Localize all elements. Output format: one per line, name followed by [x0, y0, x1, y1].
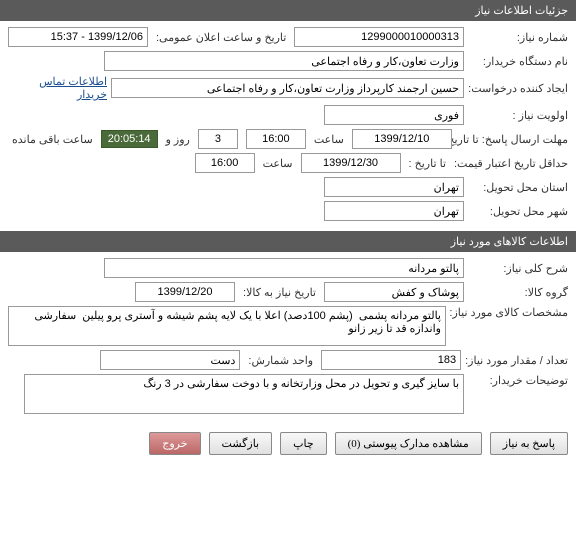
delivery-province-field[interactable]: [324, 177, 464, 197]
time-label-2: ساعت: [259, 157, 297, 170]
need-details-form: شماره نیاز: تاریخ و ساعت اعلان عمومی: نا…: [0, 21, 576, 231]
validity-time-field[interactable]: [195, 153, 255, 173]
respond-button[interactable]: پاسخ به نیاز: [490, 432, 568, 455]
buyer-org-field[interactable]: [104, 51, 464, 71]
need-number-label: شماره نیاز:: [468, 31, 568, 44]
delivery-city-label: شهر محل تحویل:: [468, 205, 568, 218]
summary-field[interactable]: [104, 258, 464, 278]
spec-field[interactable]: [8, 306, 446, 346]
priority-label: اولویت نیاز :: [468, 109, 568, 122]
buyer-org-label: نام دستگاه خریدار:: [468, 55, 568, 68]
spec-label: مشخصات کالای مورد نیاز:: [450, 306, 568, 319]
notes-label: توضیحات خریدار:: [468, 374, 568, 387]
day-and-label: روز و: [162, 133, 194, 146]
deadline-date-field[interactable]: [352, 129, 452, 149]
creator-label: ایجاد کننده درخواست:: [468, 82, 568, 95]
notes-field[interactable]: [24, 374, 464, 414]
qty-label: تعداد / مقدار مورد نیاز:: [465, 354, 568, 367]
validity-label: حداقل تاریخ اعتبار قیمت:: [454, 157, 568, 170]
group-field[interactable]: [324, 282, 464, 302]
countdown-timer: 20:05:14: [101, 130, 158, 148]
need-date-field[interactable]: [135, 282, 235, 302]
validity-date-field[interactable]: [301, 153, 401, 173]
remaining-label: ساعت باقی مانده: [8, 133, 97, 146]
days-remaining-field: [198, 129, 238, 149]
deadline-time-field[interactable]: [246, 129, 306, 149]
qty-field[interactable]: [321, 350, 461, 370]
goods-info-header: اطلاعات کالاهای مورد نیاز: [0, 231, 576, 252]
group-label: گروه کالا:: [468, 286, 568, 299]
print-button[interactable]: چاپ: [280, 432, 327, 455]
back-button[interactable]: بازگشت: [209, 432, 273, 455]
deadline-label: مهلت ارسال پاسخ: تا تاریخ :: [456, 133, 568, 146]
creator-field[interactable]: [111, 78, 464, 98]
need-details-header: جزئیات اطلاعات نیاز: [0, 0, 576, 21]
exit-button[interactable]: خروج: [149, 432, 200, 455]
validity-to-label: تا تاریخ :: [405, 157, 450, 170]
announce-label: تاریخ و ساعت اعلان عمومی:: [152, 31, 290, 44]
need-date-label: تاریخ نیاز به کالا:: [239, 286, 320, 299]
unit-label: واحد شمارش:: [244, 354, 317, 367]
contact-link[interactable]: اطلاعات تماس خریدار: [8, 75, 107, 101]
delivery-city-field[interactable]: [324, 201, 464, 221]
delivery-province-label: استان محل تحویل:: [468, 181, 568, 194]
time-label-1: ساعت: [310, 133, 348, 146]
attachments-button[interactable]: مشاهده مدارک پیوستی (0): [335, 432, 482, 455]
need-number-field[interactable]: [294, 27, 464, 47]
unit-field[interactable]: [100, 350, 240, 370]
action-button-row: پاسخ به نیاز مشاهده مدارک پیوستی (0) چاپ…: [0, 424, 576, 463]
summary-label: شرح کلی نیاز:: [468, 262, 568, 275]
goods-info-form: شرح کلی نیاز: گروه کالا: تاریخ نیاز به ک…: [0, 252, 576, 424]
priority-field[interactable]: [324, 105, 464, 125]
announce-field[interactable]: [8, 27, 148, 47]
